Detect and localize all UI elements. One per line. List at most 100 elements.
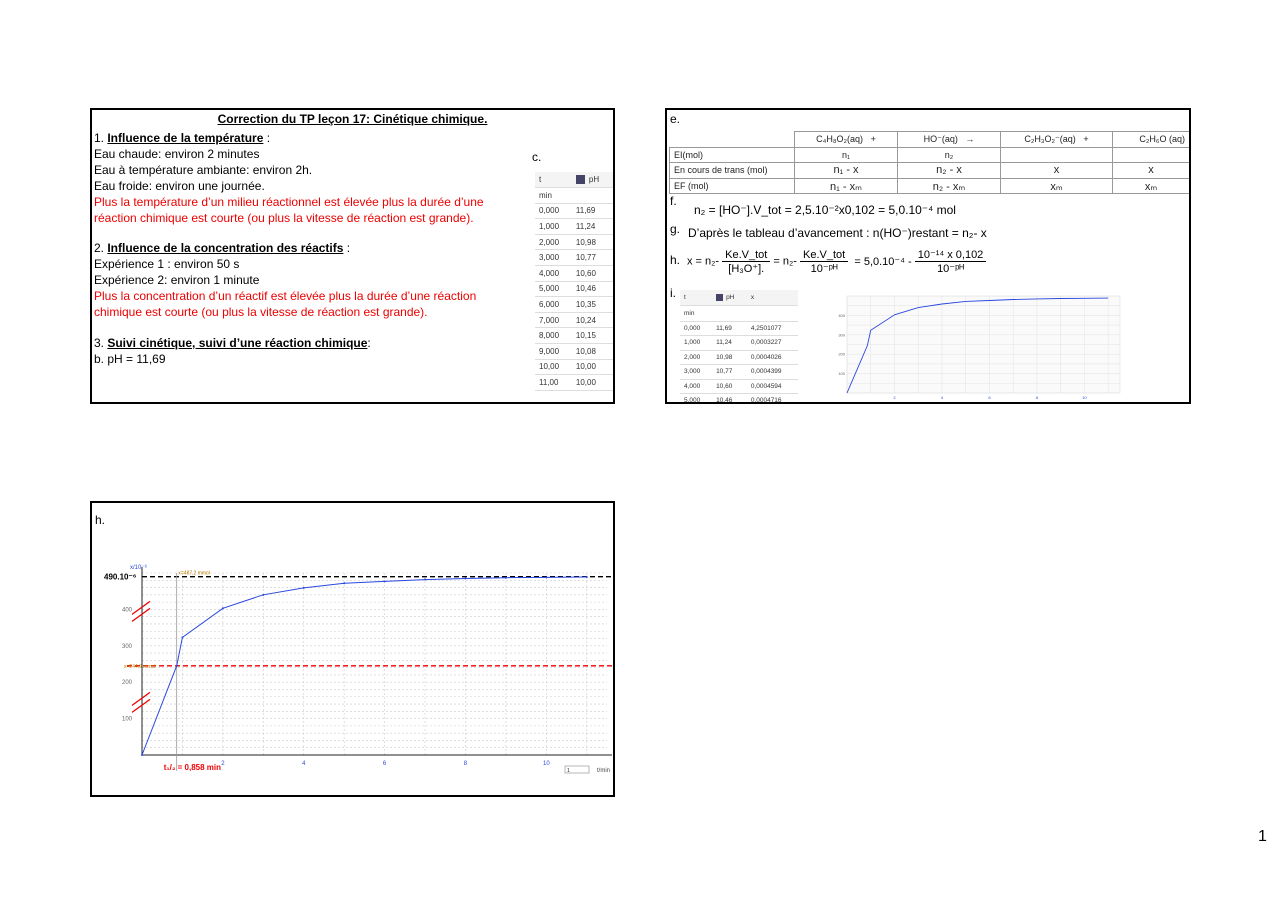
table-cell: 5,000 <box>680 393 713 402</box>
table-cell: 3,000 <box>680 364 713 380</box>
section1-conclusion-1: réaction chimique est courte (ou plus la… <box>94 211 474 225</box>
mini-x-curve <box>846 297 1109 394</box>
table-row: 9,000 10,08 <box>535 343 613 360</box>
data-point <box>302 586 305 589</box>
time-cell: 11,00 <box>535 374 572 391</box>
data-point <box>141 754 143 756</box>
col-header-ph: pH <box>571 172 613 189</box>
x-tick-label: 4 <box>302 761 306 767</box>
table-cell: 11,24 <box>712 335 747 351</box>
column-icon <box>716 293 724 301</box>
table-row: 1,000 11,24 <box>535 218 613 235</box>
axis-break-mark <box>131 607 151 622</box>
y-tick-label: 300 <box>122 644 133 650</box>
y-tick-label: 100 <box>838 371 845 376</box>
slide-x-curve: h. 2 4 6 8 10 100 200 300 400 x/10⁻⁶ t/min 1 490.10⁻… <box>90 501 615 797</box>
table-cell: 0,000 <box>680 321 713 337</box>
zoom-select <box>564 765 590 774</box>
data-point <box>545 576 548 579</box>
half-value-readout: x=244,9 mmol <box>124 664 156 670</box>
time-cell: 2,000 <box>535 234 572 251</box>
answer-f: n₂ = [HO⁻].V_tot = 2,5.10⁻²x0,102 = 5,0.… <box>694 203 956 217</box>
label-h: h. <box>95 513 106 527</box>
time-cell: 0,000 <box>535 203 572 220</box>
section2-heading: 2. Influence de la concentration des réa… <box>94 241 351 255</box>
table-cell: 0,0003227 <box>746 335 798 351</box>
section2-line-0: Expérience 1 : environ 50 s <box>94 257 240 271</box>
axis-break-mark <box>131 698 151 713</box>
ph-cell: 10,00 <box>571 374 613 391</box>
unit-cell: min <box>535 187 572 204</box>
ph-cell: 10,98 <box>571 234 613 251</box>
ph-cell: 11,24 <box>571 218 613 235</box>
ph-cell: 10,46 <box>571 281 613 298</box>
label-i: i. <box>670 286 676 300</box>
table-row: 0,000 11,69 4,2501077 <box>680 321 798 337</box>
ph-cell: 10,35 <box>571 296 613 313</box>
time-cell: 9,000 <box>535 343 572 360</box>
table-row: 7,000 10,24 <box>535 312 613 329</box>
x-axis-unit: t/min <box>597 768 610 774</box>
table-row-ei: EI(mol) n₁ n₂ <box>669 146 1189 164</box>
table-cell: 0,0004399 <box>746 364 798 380</box>
mini-x-chart: 2 4 6 8 10 100 200 300 400 <box>838 295 1121 400</box>
slide-correction-tp: Correction du TP leçon 17: Cinétique chi… <box>90 108 615 404</box>
y-tick-label: 400 <box>838 313 845 318</box>
label-c: c. <box>532 150 542 164</box>
eq-product-1: C₂H₃O₂⁻(aq) + <box>1000 131 1113 148</box>
eq-reactant-2: HO⁻(aq) → <box>897 131 1001 148</box>
col-header-t: t <box>535 172 572 189</box>
table-cell: 2,000 <box>680 350 713 366</box>
table-row-ef: EF (mol) n₁ - xₘ n₂ - xₘ xₘ xₘ <box>669 177 1189 195</box>
time-cell: 8,000 <box>535 327 572 345</box>
time-cell: 4,000 <box>535 265 572 282</box>
data-point <box>464 577 467 580</box>
x-table: t pH x min 0,000 11,69 4,2501077 1,000 11,24… <box>680 290 798 402</box>
ph-cell: 10,08 <box>571 343 613 360</box>
y-axis-unit: x/10⁻⁶ <box>130 564 148 571</box>
section2-conclusion-1: chimique est courte (ou plus la vitesse … <box>94 305 428 319</box>
table-cell: 1,000 <box>680 335 713 351</box>
x-tick-label: 6 <box>383 761 387 767</box>
table-row: 6,000 10,35 <box>535 296 613 313</box>
ph-cell: 10,77 <box>571 249 613 267</box>
answer-h-formula: x = n₂- Ke.V_tot [H₃O⁺]. = n₂- Ke.V_tot 10… <box>687 248 987 275</box>
data-point <box>343 582 346 585</box>
answer-g: D’après le tableau d’avancement : n(HO⁻)… <box>688 226 987 240</box>
x-vs-time-chart: 2 4 6 8 10 100 200 300 400 x/10⁻⁶ t/min 1 490.10⁻⁶ x=… <box>104 564 612 774</box>
data-point <box>383 580 386 583</box>
time-cell: 3,000 <box>535 249 572 267</box>
page-number: 1 <box>1258 828 1267 845</box>
table-row: 2,000 10,98 0,0004026 <box>680 350 798 366</box>
label-f: f. <box>670 194 677 208</box>
section1-line-2: Eau froide: environ une journée. <box>94 179 265 193</box>
table-cell: 0,0004026 <box>746 350 798 366</box>
asymptote-readout: x=487,2 mmol <box>178 571 210 577</box>
ph-cell: 11,69 <box>571 203 613 220</box>
table-cell: 10,98 <box>712 350 747 366</box>
table-row: 10,00 10,00 <box>535 359 613 376</box>
table-row: 4,000 10,60 0,0004594 <box>680 379 798 395</box>
time-cell: 5,000 <box>535 281 572 298</box>
table-row: 5,000 10,46 0,0004716 <box>680 393 798 402</box>
data-point <box>221 607 224 610</box>
t-half-label: t₁/₂ = 0,858 min <box>164 763 221 772</box>
y-tick-label: 300 <box>838 332 845 337</box>
x-tick-label: 8 <box>464 761 468 767</box>
y-tick-label: 400 <box>122 607 133 613</box>
answer-b: b. pH = 11,69 <box>94 352 166 366</box>
x-tick-label: 2 <box>893 395 896 400</box>
data-point <box>181 636 184 639</box>
axis-break-mark <box>131 691 151 706</box>
table-cell: 10,77 <box>712 364 747 380</box>
data-point <box>504 576 507 579</box>
table-cell: 4,2501077 <box>746 321 798 337</box>
ph-cell: 10,00 <box>571 359 613 376</box>
section1-heading: 1. Influence de la température : <box>94 131 271 145</box>
slide-title: Correction du TP leçon 17: Cinétique chi… <box>217 112 488 126</box>
x-tick-label: 10 <box>543 761 550 767</box>
section1-line-1: Eau à température ambiante: environ 2h. <box>94 163 313 177</box>
x-tick-label: 10 <box>1082 395 1087 400</box>
time-cell: 6,000 <box>535 296 572 313</box>
zoom-select-value: 1 <box>567 768 570 774</box>
